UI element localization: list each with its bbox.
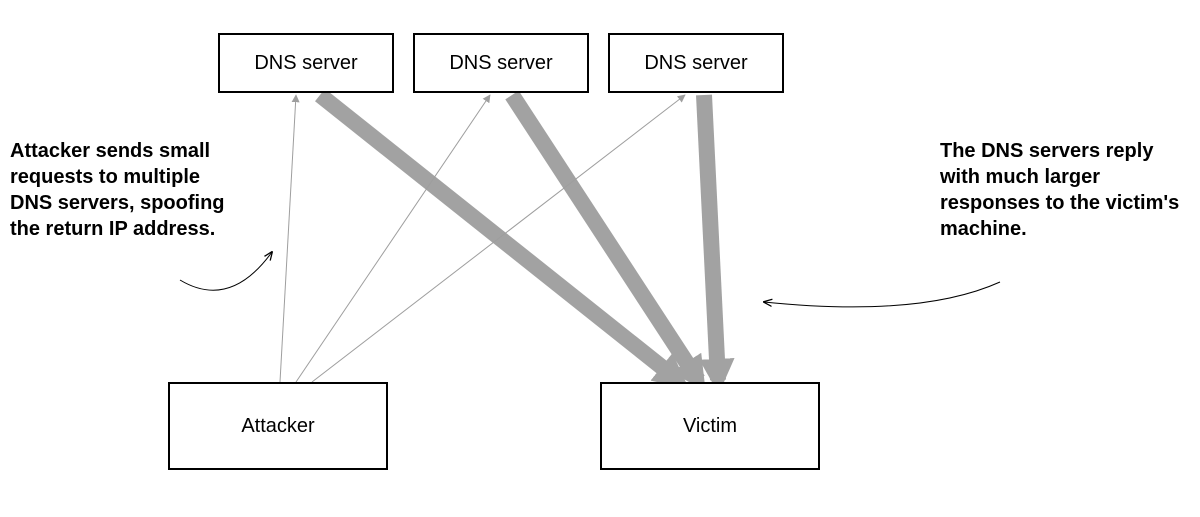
- response-arrow: [512, 95, 698, 380]
- dns-server-node-1: DNS server: [218, 33, 394, 93]
- callout-curve: [764, 282, 1000, 307]
- victim-label: Victim: [683, 415, 737, 438]
- response-arrow: [704, 95, 718, 380]
- dns-server-node-3: DNS server: [608, 33, 784, 93]
- dns-server-label-2: DNS server: [449, 52, 552, 75]
- dns-server-node-2: DNS server: [413, 33, 589, 93]
- response-arrow: [320, 95, 678, 380]
- left-annotation: Attacker sends small requests to multipl…: [10, 138, 240, 242]
- callout-curve: [180, 252, 272, 290]
- left-annotation-text: Attacker sends small requests to multipl…: [10, 140, 225, 240]
- dns-server-label-1: DNS server: [254, 52, 357, 75]
- attacker-label: Attacker: [241, 415, 314, 438]
- victim-node: Victim: [600, 382, 820, 470]
- thin-edges-group: [280, 95, 685, 382]
- thick-edges-group: [320, 95, 718, 380]
- dns-server-label-3: DNS server: [644, 52, 747, 75]
- request-arrow: [280, 95, 296, 382]
- callouts-group: [180, 252, 1000, 307]
- request-arrow: [312, 95, 685, 382]
- request-arrow: [296, 95, 490, 382]
- right-annotation-text: The DNS servers reply with much larger r…: [940, 140, 1179, 240]
- attacker-node: Attacker: [168, 382, 388, 470]
- right-annotation: The DNS servers reply with much larger r…: [940, 138, 1185, 242]
